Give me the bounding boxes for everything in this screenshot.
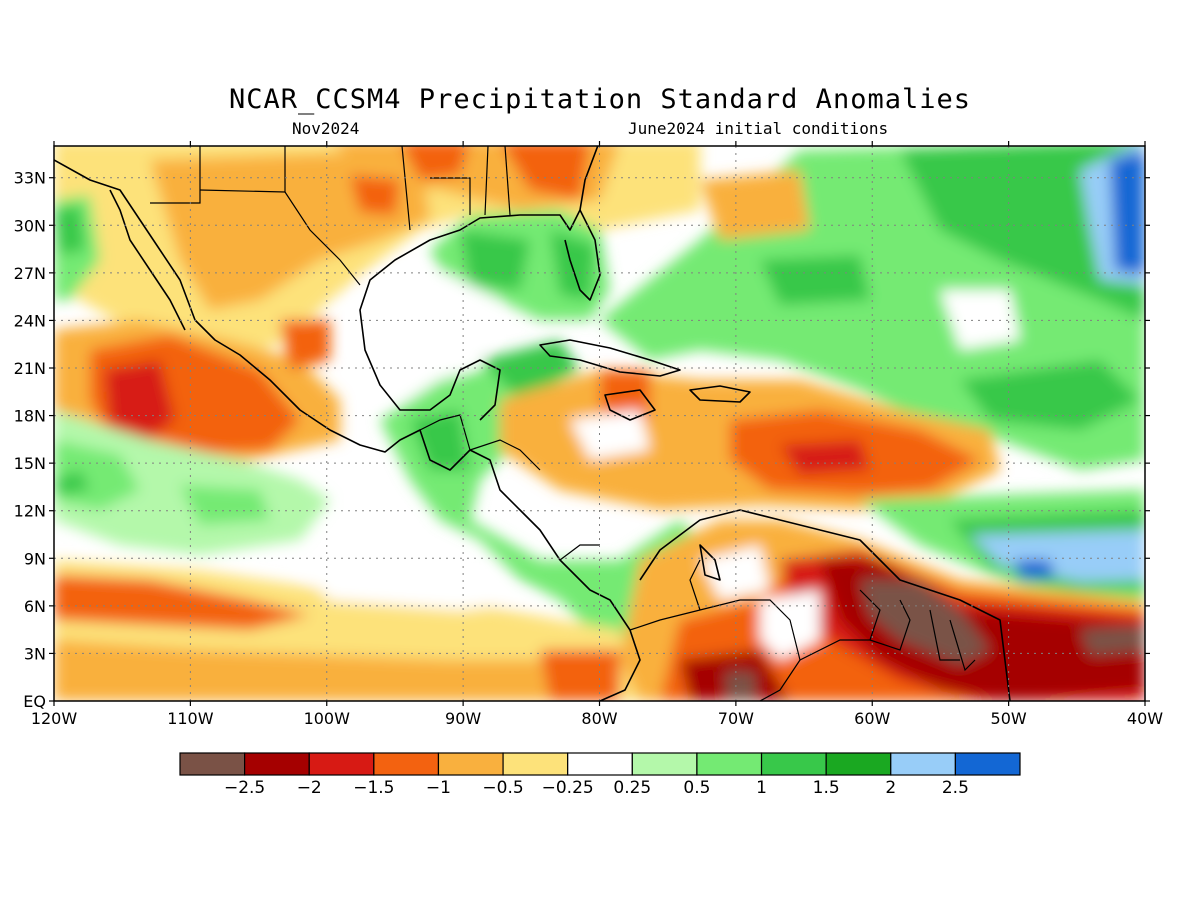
lat-tick-label: 21N — [14, 359, 46, 378]
lon-tick-label: 90W — [445, 709, 481, 728]
borders — [150, 146, 976, 701]
legend-swatch — [631, 752, 698, 776]
lat-tick-label: EQ — [23, 692, 46, 711]
lat-tick-label: 3N — [24, 644, 46, 663]
legend-swatch — [890, 752, 956, 776]
latitude-labels: EQ 3N 6N 9N 12N 15N 18N 21N 24N 27N 30N 33N — [14, 169, 46, 711]
legend-label: −1 — [426, 778, 451, 798]
coastlines — [54, 146, 1011, 701]
lat-tick-label: 30N — [14, 216, 46, 235]
legend-label: 0.25 — [613, 778, 651, 798]
lat-tick-label: 6N — [24, 597, 46, 616]
legend-label: −0.5 — [482, 778, 523, 798]
legend-label: 2 — [885, 778, 896, 798]
axis-ticks — [49, 141, 1150, 706]
lat-tick-label: 33N — [14, 169, 46, 188]
initial-conditions-label: June2024 initial conditions — [628, 119, 889, 138]
lat-tick-label: 12N — [14, 502, 46, 521]
longitude-labels: 120W 110W 100W 90W 80W 70W 60W 50W 40W — [31, 709, 1163, 728]
gridlines — [54, 146, 1145, 701]
lat-tick-label: 15N — [14, 454, 46, 473]
legend-swatch — [696, 752, 763, 776]
anomaly-field — [54, 146, 1145, 701]
lat-tick-label: 27N — [14, 264, 46, 283]
legend-label: −1.5 — [353, 778, 394, 798]
forecast-month-label: Nov2024 — [292, 119, 360, 138]
legend-label: 1.5 — [813, 778, 840, 798]
lon-tick-label: 120W — [31, 709, 78, 728]
legend-swatch — [179, 752, 246, 776]
legend-swatch — [308, 752, 375, 776]
legend-label: −2 — [297, 778, 322, 798]
lon-tick-label: 40W — [1127, 709, 1163, 728]
colorbar-legend: −2.5 −2 −1.5 −1 −0.5 −0.25 0.25 0.5 1 1.5 2 2.5 — [179, 752, 1021, 798]
map-title: NCAR_CCSM4 Precipitation Standard Anomal… — [229, 84, 971, 115]
lon-tick-label: 100W — [304, 709, 351, 728]
lon-tick-label: 50W — [991, 709, 1027, 728]
lat-tick-label: 18N — [14, 407, 46, 426]
legend-swatch — [760, 752, 827, 776]
legend-swatch — [244, 752, 310, 776]
legend-label: 0.5 — [683, 778, 710, 798]
lon-tick-label: 80W — [581, 709, 617, 728]
legend-swatch — [954, 752, 1021, 776]
legend-swatch — [373, 752, 440, 776]
legend-swatch — [502, 752, 569, 776]
legend-label: 2.5 — [942, 778, 969, 798]
lon-tick-label: 110W — [167, 709, 214, 728]
lat-tick-label: 24N — [14, 311, 46, 330]
legend-swatch — [567, 752, 633, 776]
legend-label: −2.5 — [224, 778, 265, 798]
legend-label: −0.25 — [542, 778, 594, 798]
legend-swatch — [437, 752, 504, 776]
legend-swatch — [825, 752, 892, 776]
lon-tick-label: 60W — [854, 709, 890, 728]
lat-tick-label: 9N — [24, 549, 46, 568]
legend-label: 1 — [756, 778, 767, 798]
lon-tick-label: 70W — [718, 709, 754, 728]
